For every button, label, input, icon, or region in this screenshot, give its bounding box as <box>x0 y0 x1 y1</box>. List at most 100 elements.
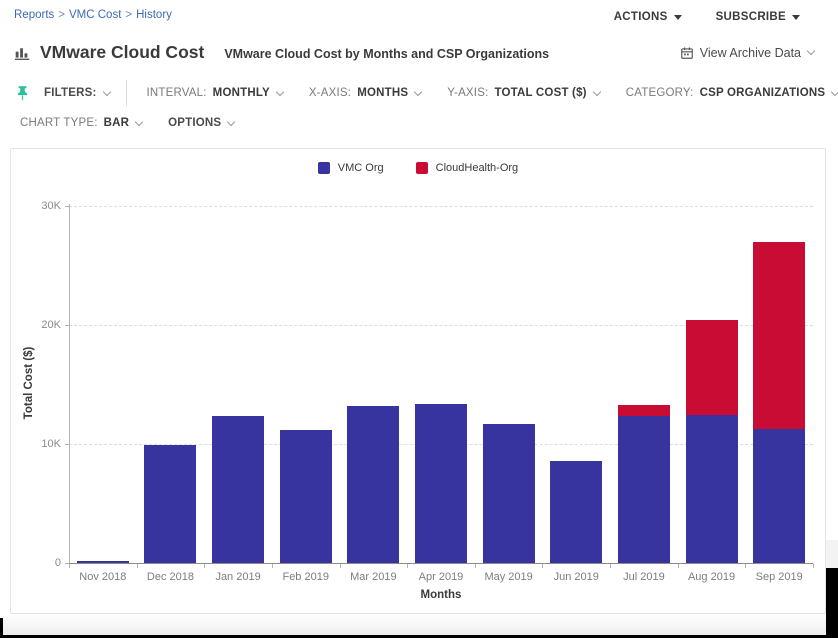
actions-button[interactable]: ACTIONS <box>614 11 682 23</box>
toolbar-divider <box>125 80 127 106</box>
letterbox-bar-right <box>826 568 838 638</box>
bar-segment-vmc-org[interactable] <box>347 406 400 563</box>
breadcrumb-link-history[interactable]: History <box>136 9 172 21</box>
options-dropdown[interactable]: OPTIONS <box>168 117 236 129</box>
bar-chart-icon <box>14 48 30 60</box>
x-tick-mark <box>339 564 341 568</box>
bar-segment-vmc-org[interactable] <box>144 445 197 563</box>
page-subtitle: VMware Cloud Cost by Months and CSP Orga… <box>224 47 550 61</box>
chevron-down-icon <box>275 87 285 96</box>
bar-segment-vmc-org[interactable] <box>550 461 603 563</box>
bar-segment-cloudhealth-org[interactable] <box>685 320 738 415</box>
gridline-20K <box>69 325 813 326</box>
subscribe-button[interactable]: SUBSCRIBE <box>716 11 800 23</box>
x-tick-label: May 2019 <box>484 571 533 583</box>
x-tick-mark <box>813 564 814 568</box>
bar-segment-vmc-org[interactable] <box>753 429 806 563</box>
dropdown-interval[interactable]: INTERVAL: MONTHLY <box>146 87 285 99</box>
y-tick-label: 10K <box>41 438 61 450</box>
dropdown-value: CSP ORGANIZATIONS <box>699 87 826 99</box>
x-tick-label: Nov 2018 <box>79 571 127 583</box>
legend-swatch <box>317 162 330 174</box>
legend-item-cloudhealth-org[interactable]: CloudHealth-Org <box>415 162 519 174</box>
x-tick-mark <box>136 564 138 568</box>
bar-segment-cloudhealth-org[interactable] <box>617 405 670 416</box>
letterbox-bar-left <box>0 618 3 638</box>
y-tick-mark <box>65 325 69 326</box>
pin-icon[interactable] <box>14 83 31 103</box>
x-tick-mark <box>677 564 679 568</box>
y-tick-mark <box>65 444 69 445</box>
x-tick-mark <box>745 564 747 568</box>
page-title: VMware Cloud Cost <box>40 42 205 62</box>
bar-segment-vmc-org[interactable] <box>617 416 670 563</box>
bar-segment-vmc-org[interactable] <box>76 561 129 563</box>
filters-toggle[interactable]: FILTERS: <box>44 87 111 99</box>
breadcrumb-link-reports[interactable]: Reports <box>14 9 55 21</box>
topbar-buttons: ACTIONS SUBSCRIBE <box>614 11 800 23</box>
y-tick-label: 0 <box>54 557 61 569</box>
title-row: VMware Cloud Cost VMware Cloud Cost by M… <box>14 42 816 63</box>
y-axis-line <box>69 204 70 563</box>
bar-segment-vmc-org[interactable] <box>415 404 467 563</box>
caret-down-icon <box>673 14 682 20</box>
legend-swatch <box>415 162 428 174</box>
dropdown-label: X-AXIS: <box>308 87 352 99</box>
chart-type-value: BAR <box>103 117 130 129</box>
dropdown-y-axis[interactable]: Y-AXIS: TOTAL COST ($) <box>447 87 601 99</box>
bar-segment-cloudhealth-org[interactable] <box>753 242 806 429</box>
x-axis-line <box>69 563 813 564</box>
dropdown-x-axis[interactable]: X-AXIS: MONTHS <box>308 87 423 99</box>
x-tick-mark <box>542 564 544 568</box>
x-tick-label: Feb 2019 <box>282 571 329 583</box>
breadcrumb-separator: > <box>125 9 133 21</box>
caret-down-icon <box>792 14 800 20</box>
view-archive-button[interactable]: View Archive Data <box>680 45 816 60</box>
chevron-down-icon <box>227 117 236 126</box>
chevron-down-icon <box>806 46 816 56</box>
chevron-down-icon <box>413 87 423 96</box>
dropdown-value: MONTHS <box>357 87 409 99</box>
x-axis-title: Months <box>420 589 462 601</box>
x-tick-label: Jul 2019 <box>623 571 665 583</box>
actions-button-label: ACTIONS <box>613 11 668 23</box>
bar-segment-vmc-org[interactable] <box>685 415 738 563</box>
bar-segment-vmc-org[interactable] <box>279 430 332 563</box>
chevron-down-icon <box>830 87 838 96</box>
calendar-icon <box>680 46 693 59</box>
page-bottom-fade <box>0 614 838 638</box>
chevron-down-icon <box>134 117 144 126</box>
legend-label: VMC Org <box>337 162 384 174</box>
filters-label: FILTERS: <box>44 87 97 99</box>
y-axis-title: Total Cost ($) <box>23 346 35 419</box>
gridline-30K <box>69 206 813 207</box>
breadcrumb-separator: > <box>58 9 65 21</box>
chart-type-label: CHART TYPE: <box>20 117 98 129</box>
x-tick-mark <box>271 564 273 568</box>
dropdown-label: Y-AXIS: <box>447 87 489 99</box>
x-tick-label: Sep 2019 <box>755 571 803 583</box>
options-label: OPTIONS <box>168 117 222 129</box>
dropdown-value: MONTHLY <box>212 87 270 99</box>
subscribe-button-label: SUBSCRIBE <box>715 11 786 23</box>
dropdown-label: INTERVAL: <box>146 87 207 99</box>
y-tick-label: 30K <box>41 200 61 212</box>
legend-item-vmc-org[interactable]: VMC Org <box>317 162 384 174</box>
dropdown-value: TOTAL COST ($) <box>494 87 587 99</box>
chart-type-dropdown[interactable]: CHART TYPE: BAR <box>20 117 144 129</box>
view-archive-label: View Archive Data <box>699 45 801 60</box>
legend-label: CloudHealth-Org <box>435 162 519 174</box>
bar-segment-vmc-org[interactable] <box>482 424 535 563</box>
breadcrumb-link-vmc-cost[interactable]: VMC Cost <box>69 9 122 21</box>
x-tick-mark <box>610 564 612 568</box>
dropdown-category[interactable]: CATEGORY: CSP ORGANIZATIONS <box>626 87 838 99</box>
letterbox-bar-bottom <box>0 635 838 638</box>
filter-toolbar: FILTERS: INTERVAL: MONTHLY X-AXIS: MONTHS Y-… <box>14 80 838 106</box>
scrollbar-track <box>826 540 838 568</box>
chart-plot: 0 10K 20K 30K Nov 2018 Dec 2018 Jan 2019 Feb 20… <box>11 149 825 613</box>
bar-segment-vmc-org[interactable] <box>212 416 265 563</box>
x-tick-mark <box>474 564 476 568</box>
breadcrumb: Reports > VMC Cost > History <box>14 9 172 21</box>
chart-toolbar: CHART TYPE: BAR OPTIONS <box>20 112 236 134</box>
x-tick-label: Dec 2018 <box>146 571 194 583</box>
